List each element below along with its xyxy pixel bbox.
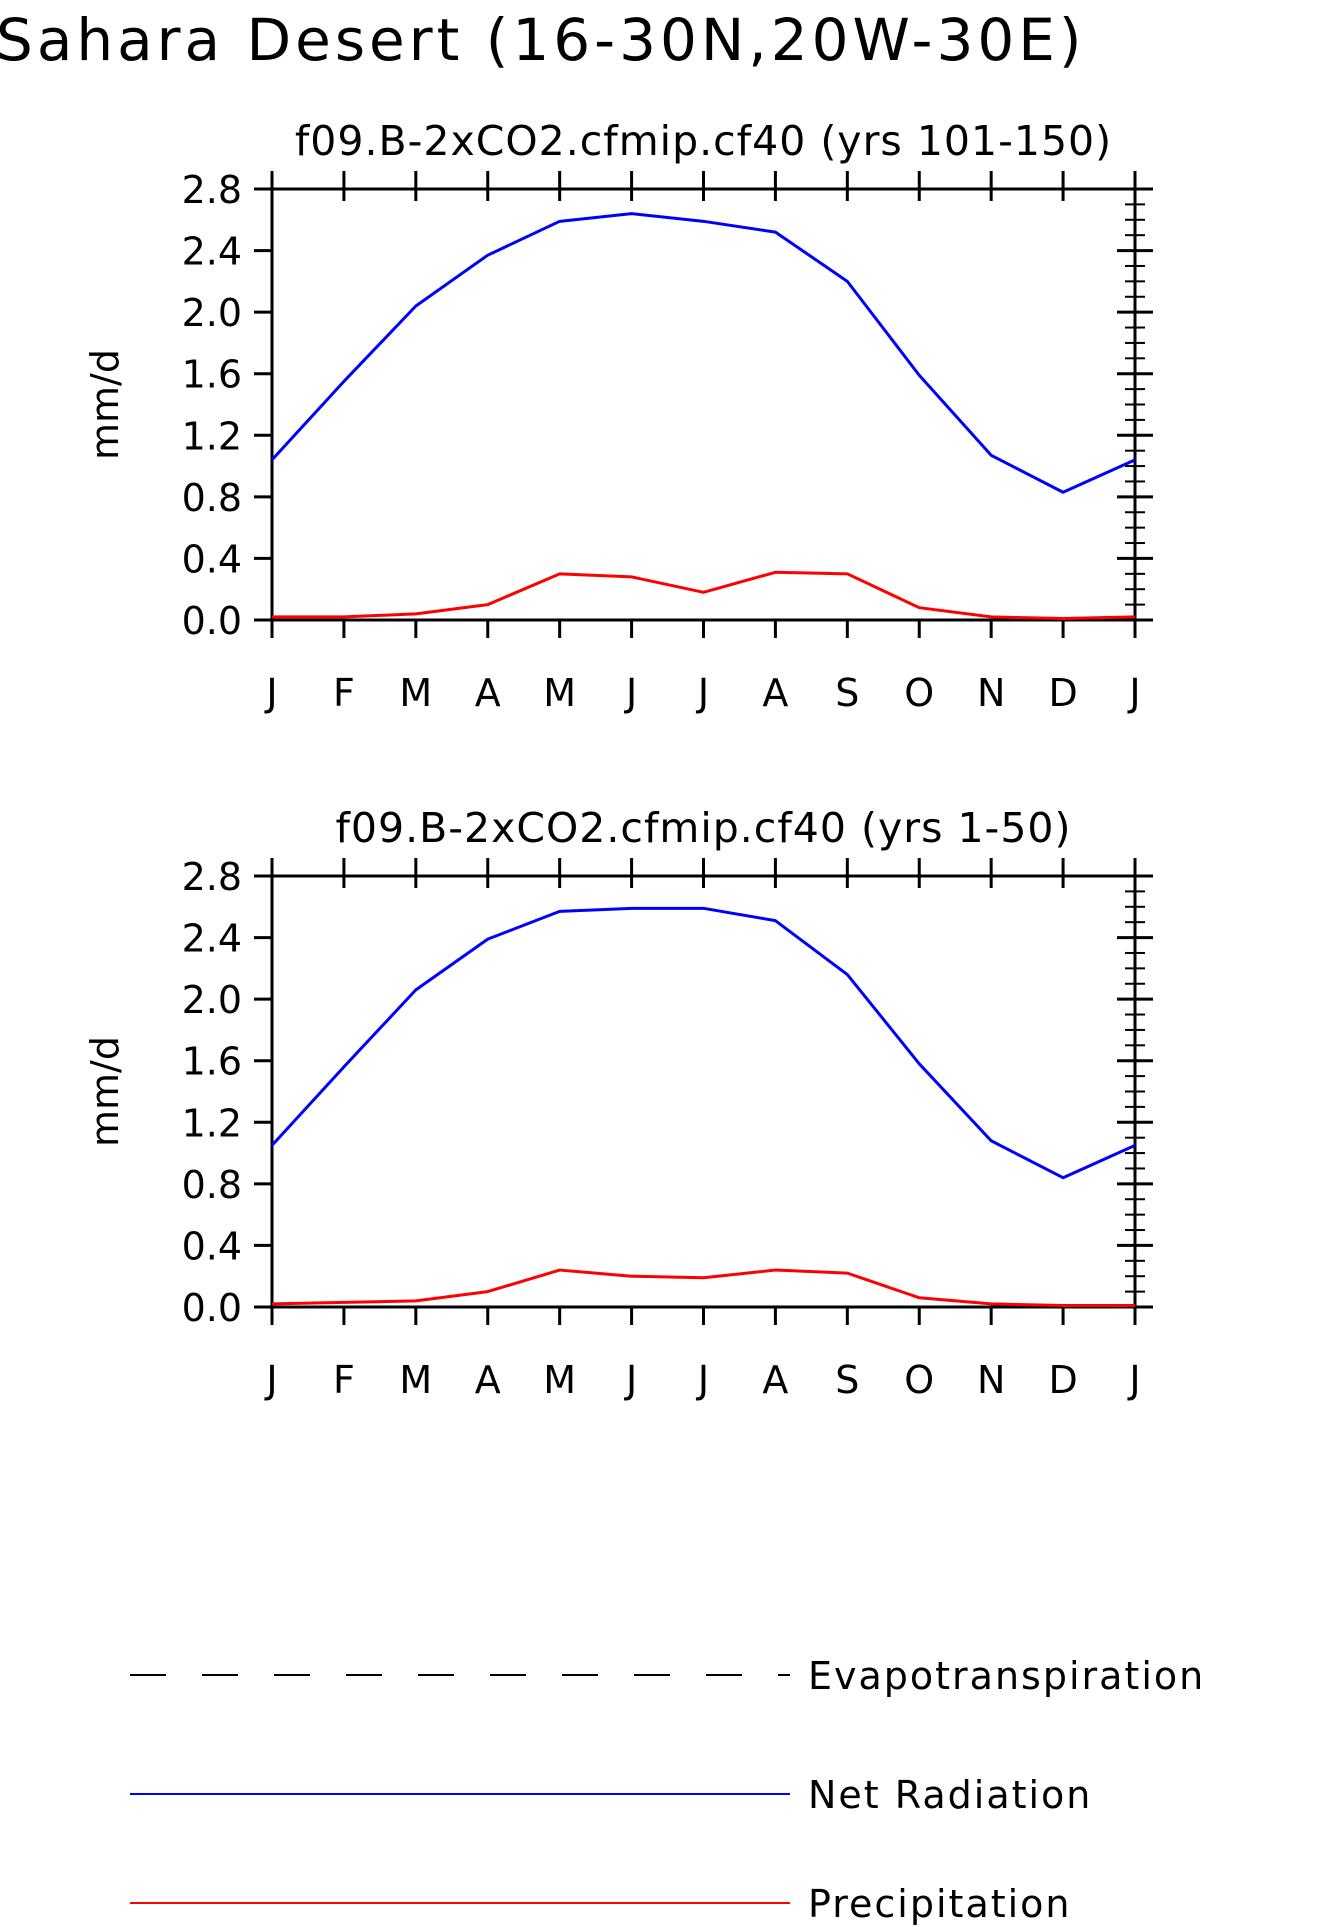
y-tick-label: 2.4 xyxy=(182,230,242,274)
y-tick-label: 2.4 xyxy=(182,917,242,961)
chart-panel-1: f09.B-2xCO2.cfmip.cf40 (yrs 101-150)J F M A… xyxy=(83,117,1153,715)
x-tick-label: M xyxy=(399,1358,432,1402)
y-tick-label: 0.4 xyxy=(182,1224,242,1268)
y-tick-label: 1.2 xyxy=(182,414,242,458)
x-tick-label: J xyxy=(1127,1358,1140,1402)
figure-title: Sahara Desert (16-30N,20W-30E) xyxy=(0,6,1086,74)
x-tick-label: D xyxy=(1048,671,1077,715)
x-tick-label: D xyxy=(1048,1358,1077,1402)
x-tick-label: A xyxy=(762,1358,788,1402)
legend-label-net-radiation: Net Radiation xyxy=(808,1773,1092,1817)
y-axis-label: mm/d xyxy=(83,349,127,460)
y-tick-label: 1.2 xyxy=(182,1101,242,1145)
x-tick-label: O xyxy=(904,1358,934,1402)
x-tick-label: M xyxy=(543,1358,576,1402)
x-tick-label: A xyxy=(762,671,788,715)
y-tick-label: 1.6 xyxy=(182,1040,242,1084)
x-tick-label: F xyxy=(333,1358,355,1402)
x-tick-label: J xyxy=(624,1358,637,1402)
x-tick-label: J xyxy=(696,1358,709,1402)
x-tick-label: N xyxy=(977,671,1005,715)
plot-frame xyxy=(270,187,1137,622)
y-tick-label: 1.6 xyxy=(182,353,242,397)
x-tick-label: J xyxy=(264,671,277,715)
y-tick-label: 2.8 xyxy=(182,168,242,212)
legend: Evapotranspiration Net Radiation Precipita… xyxy=(130,1654,1205,1926)
legend-label-evapotranspiration: Evapotranspiration xyxy=(808,1654,1205,1698)
y-tick-label: 0.8 xyxy=(182,1163,242,1207)
y-tick-label: 2.0 xyxy=(182,978,242,1022)
x-tick-label: O xyxy=(904,671,934,715)
series-line-precipitation xyxy=(271,1268,1135,1307)
series-line-net-radiation xyxy=(270,906,1136,1180)
legend-label-precipitation: Precipitation xyxy=(808,1882,1072,1926)
x-tick-label: S xyxy=(835,1358,859,1402)
panel-title: f09.B-2xCO2.cfmip.cf40 (yrs 1-50) xyxy=(335,804,1071,852)
y-tick-label: 2.0 xyxy=(182,291,242,335)
plot-frame xyxy=(270,874,1137,1309)
x-tick-label: M xyxy=(399,671,432,715)
panel-title: f09.B-2xCO2.cfmip.cf40 (yrs 101-150) xyxy=(295,117,1112,165)
y-tick-label: 0.0 xyxy=(182,599,242,643)
y-tick-label: 0.0 xyxy=(182,1286,242,1330)
x-tick-label: F xyxy=(333,671,355,715)
y-axis-label: mm/d xyxy=(83,1036,127,1147)
x-tick-label: M xyxy=(543,671,576,715)
x-tick-label: J xyxy=(264,1358,277,1402)
x-tick-label: J xyxy=(624,671,637,715)
series-line-precipitation xyxy=(272,570,1136,620)
x-tick-label: J xyxy=(696,671,709,715)
series-line-net-radiation xyxy=(270,212,1136,494)
x-tick-label: S xyxy=(835,671,859,715)
x-tick-label: J xyxy=(1127,671,1140,715)
y-tick-label: 0.8 xyxy=(182,476,242,520)
y-tick-label: 0.4 xyxy=(182,537,242,581)
chart-panel-2: f09.B-2xCO2.cfmip.cf40 (yrs 1-50)J F M A M J J… xyxy=(83,804,1153,1402)
x-tick-label: A xyxy=(475,1358,501,1402)
panels: f09.B-2xCO2.cfmip.cf40 (yrs 101-150)J F M A… xyxy=(83,117,1153,1402)
y-tick-label: 2.8 xyxy=(182,855,242,899)
x-tick-label: N xyxy=(977,1358,1005,1402)
x-tick-label: A xyxy=(475,671,501,715)
